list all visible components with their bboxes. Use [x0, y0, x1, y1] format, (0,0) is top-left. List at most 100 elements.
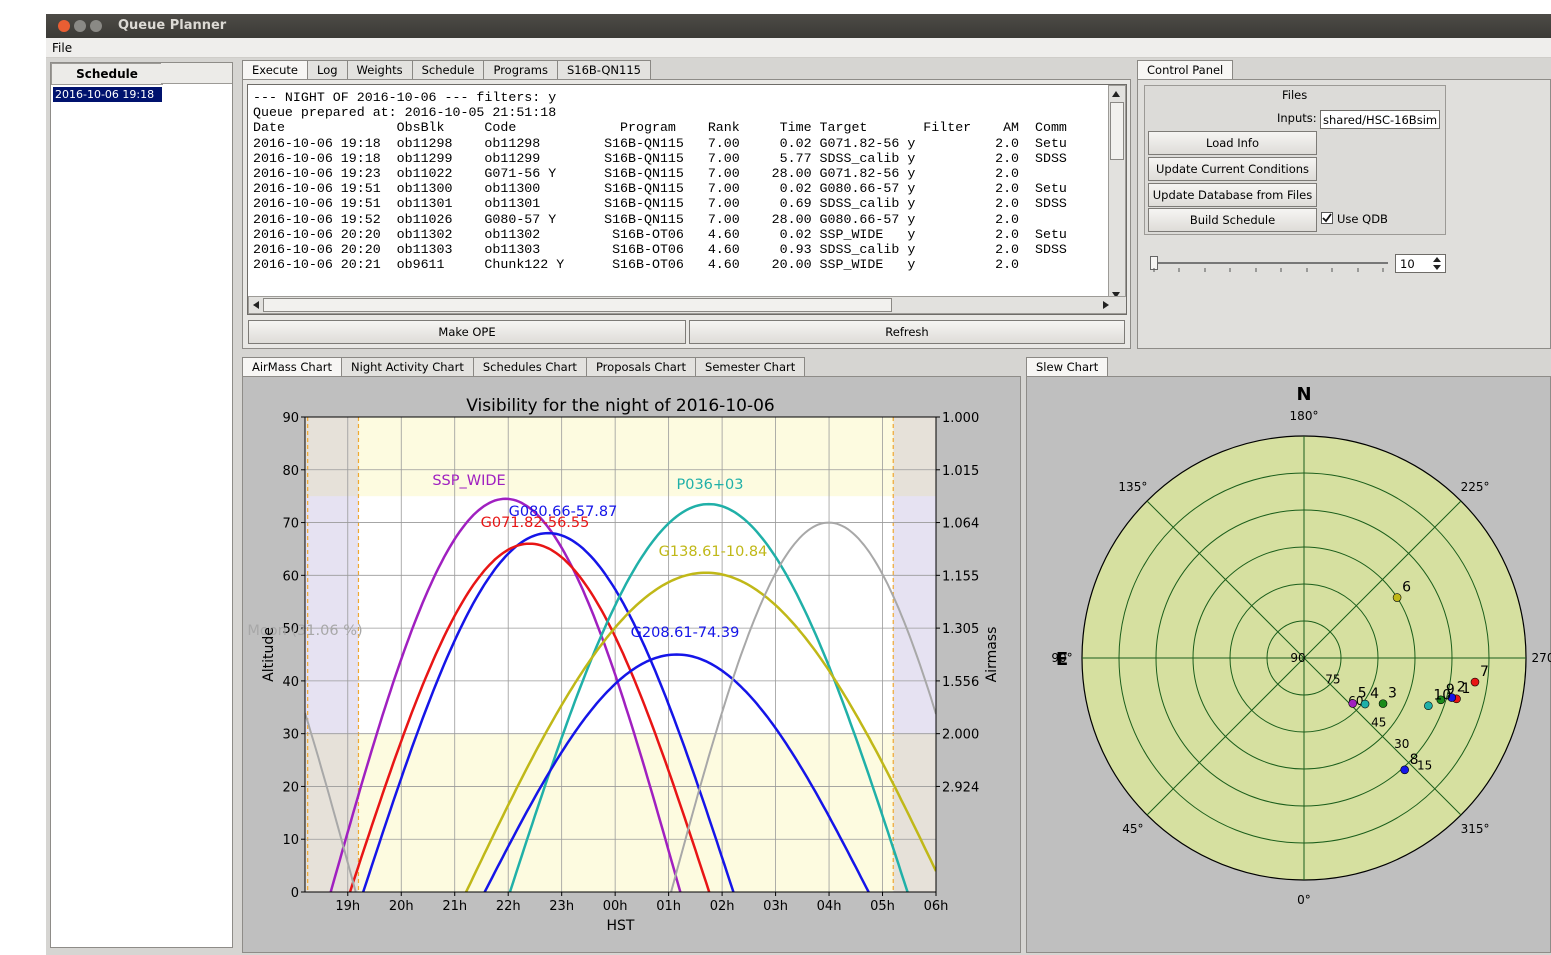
y-tick-label: 30 [282, 728, 299, 743]
slew-point [1436, 695, 1446, 705]
elevation-label: 30 [1394, 737, 1409, 751]
x-tick-label: 21h [442, 899, 467, 914]
scroll-left-icon[interactable] [251, 299, 261, 309]
build-schedule-button[interactable]: Build Schedule [1148, 208, 1317, 232]
tab-log[interactable]: Log [307, 60, 348, 80]
elevation-label: 15 [1417, 758, 1432, 772]
spinbox-arrows-icon[interactable] [1430, 255, 1444, 272]
update-current-conditions-button[interactable]: Update Current Conditions [1148, 157, 1317, 181]
x-tick-label: 22h [496, 899, 521, 914]
slider-ticks [1153, 268, 1384, 272]
y-tick-label: 0 [291, 886, 299, 901]
schedule-header[interactable]: Schedule [51, 63, 163, 85]
execute-line: 2016-10-06 19:51 ob11300 ob11300 S16B-QN… [253, 181, 1067, 197]
scroll-right-icon[interactable] [1101, 299, 1111, 309]
menu-file[interactable]: File [52, 41, 73, 55]
minimize-window-icon[interactable] [74, 20, 86, 32]
tab-airmass-chart[interactable]: AirMass Chart [242, 357, 343, 377]
load-info-button[interactable]: Load Info [1148, 131, 1317, 155]
tab-slew-chart[interactable]: Slew Chart [1026, 357, 1109, 377]
horizontal-scroll-thumb[interactable] [263, 298, 892, 312]
x-tick-label: 03h [763, 899, 788, 914]
maximize-window-icon[interactable] [90, 20, 102, 32]
tab-execute[interactable]: Execute [242, 60, 308, 80]
slider-spinbox-value: 10 [1400, 257, 1415, 271]
x-tick-label: 06h [924, 899, 949, 914]
east-label: E [1056, 649, 1068, 670]
slider-spinbox[interactable]: 10 [1395, 254, 1446, 273]
twilight-sky-band-evening [305, 496, 359, 734]
north-label: N [1296, 384, 1311, 405]
slew-point-label: 6 [1402, 580, 1411, 596]
use-qdb-checkbox[interactable] [1321, 212, 1333, 224]
make-ope-button[interactable]: Make OPE [248, 320, 686, 344]
slew-point [1424, 701, 1433, 711]
tab-schedules-chart[interactable]: Schedules Chart [472, 357, 587, 377]
scroll-down-icon[interactable] [1111, 289, 1121, 299]
tab-semester-chart[interactable]: Semester Chart [695, 357, 806, 377]
azimuth-label: 180° [1290, 409, 1319, 423]
slider[interactable] [1150, 252, 1388, 274]
use-qdb-label[interactable]: Use QDB [1337, 212, 1388, 226]
execute-text-area[interactable]: --- NIGHT OF 2016-10-06 --- filters: y Qu… [247, 84, 1127, 315]
series-line [483, 653, 871, 892]
series-line [464, 571, 936, 892]
x-tick-label: 05h [870, 899, 895, 914]
azimuth-label: 90° [1051, 651, 1072, 665]
airmass-chart: 0 10 20 30 40 50 60 70 80 90 19h 20h 21h 22h 23h 00h 01h… [247, 396, 1000, 934]
y-tick-label: 40 [282, 675, 299, 690]
schedule-header-fill [161, 63, 232, 84]
azimuth-label: 45° [1122, 822, 1143, 836]
refresh-button[interactable]: Refresh [689, 320, 1125, 344]
elevation-label: 45 [1371, 715, 1386, 729]
series-line [348, 542, 711, 892]
execute-line: 2016-10-06 20:20 ob11303 ob11303 S16B-OT… [253, 242, 1067, 258]
y-axis-label: Altitude [261, 627, 277, 682]
series-label: SSP_WIDE [432, 473, 505, 489]
slew-point-label: 9 [1446, 682, 1455, 698]
slew-point-label: 1 [1461, 681, 1470, 697]
window-title: Queue Planner [118, 18, 227, 33]
execute-line: 2016-10-06 20:20 ob11302 ob11302 S16B-OT… [253, 226, 1067, 242]
tab-program-s16b-qn115[interactable]: S16B-QN115 [556, 60, 651, 80]
slew-point-label: 5 [1358, 685, 1367, 701]
series-label: G071.82-56.55 [481, 515, 590, 531]
window-titlebar: Queue Planner [46, 14, 1551, 38]
series-line [329, 497, 682, 892]
y-tick-label: 10 [282, 833, 299, 848]
low-altitude-band [358, 733, 894, 892]
update-database-button[interactable]: Update Database from Files [1148, 183, 1317, 207]
x-tick-label: 02h [710, 899, 735, 914]
execute-line: Queue prepared at: 2016-10-05 21:51:18 [253, 105, 557, 121]
airmass-tick-label: 1.155 [942, 569, 979, 584]
horizontal-scrollbar[interactable] [248, 296, 1126, 314]
series-label: G080.66-57.87 [509, 504, 618, 520]
airmass-tick-label: 1.556 [942, 675, 979, 690]
plot-frame [304, 416, 937, 893]
tab-programs[interactable]: Programs [483, 60, 558, 80]
series-line [508, 502, 909, 892]
schedule-item-selected[interactable]: 2016-10-06 19:18 [53, 87, 162, 102]
checkmark-icon [1322, 213, 1332, 223]
x-tick-label: 23h [549, 899, 574, 914]
inputs-field[interactable] [1320, 110, 1440, 129]
series-label: G208.61-74.39 [631, 625, 740, 641]
slew-point-label: 7 [1480, 664, 1489, 680]
schedule-list[interactable]: Schedule 2016-10-06 19:18 [50, 62, 233, 948]
chart-tab-bar: AirMass Chart Night Activity Chart Schedul… [242, 356, 806, 377]
slew-point-label: 10 [1433, 688, 1451, 704]
slew-point [1400, 765, 1409, 775]
tab-night-activity-chart[interactable]: Night Activity Chart [341, 357, 474, 377]
tab-proposals-chart[interactable]: Proposals Chart [585, 357, 697, 377]
vertical-scrollbar[interactable] [1108, 85, 1126, 302]
execute-log-lines: --- NIGHT OF 2016-10-06 --- filters: y Qu… [253, 90, 1113, 298]
slew-point-label: 2 [1457, 680, 1466, 696]
tab-control-panel[interactable]: Control Panel [1137, 60, 1234, 80]
close-window-icon[interactable] [58, 20, 70, 32]
tab-weights[interactable]: Weights [346, 60, 413, 80]
menu-bar: File [46, 38, 1551, 58]
scroll-up-icon[interactable] [1111, 88, 1121, 98]
vertical-scroll-thumb[interactable] [1110, 102, 1124, 160]
tab-schedule[interactable]: Schedule [411, 60, 485, 80]
twilight-sky-band-morning [893, 496, 936, 734]
